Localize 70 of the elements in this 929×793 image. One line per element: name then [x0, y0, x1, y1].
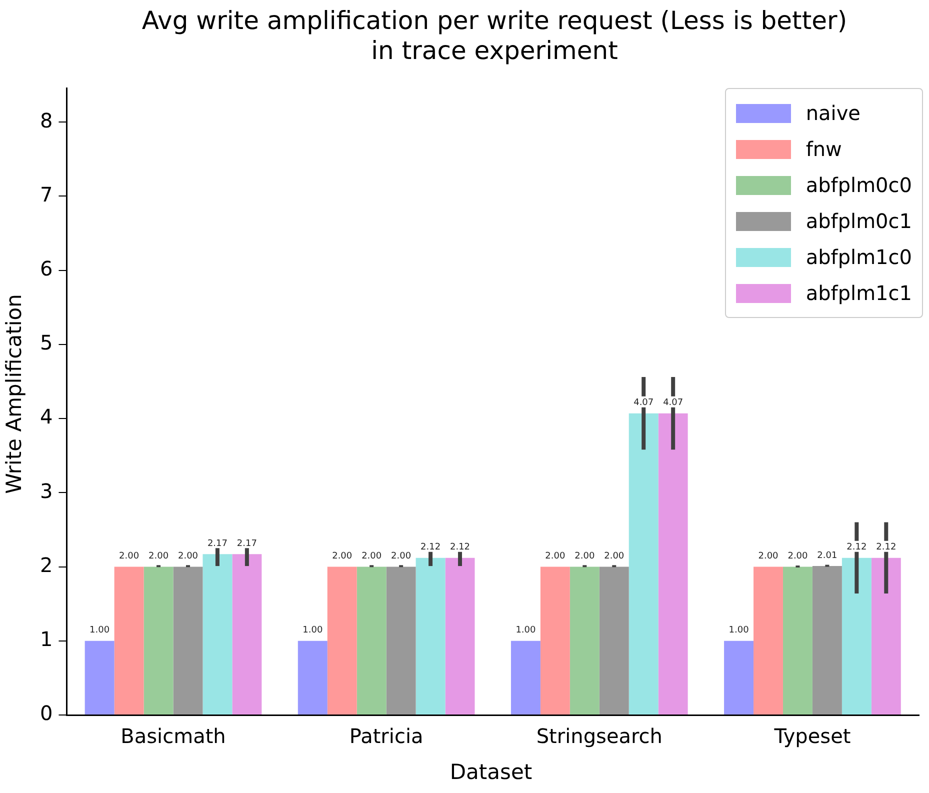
bar: [114, 566, 144, 714]
bar: [782, 566, 812, 714]
data-label: 2.12: [420, 542, 441, 553]
y-tick-label: 3: [40, 478, 53, 503]
data-label: 2.12: [846, 542, 867, 553]
x-axis-title: Dataset: [448, 760, 534, 784]
x-tick-label: Typeset: [773, 724, 851, 748]
data-label: 2.00: [362, 552, 382, 562]
bar: [871, 558, 901, 714]
data-label: 2.00: [119, 552, 140, 562]
legend-label: naive: [806, 101, 860, 125]
bar: [202, 554, 232, 714]
bar: [510, 640, 540, 714]
y-tick-label: 8: [40, 108, 53, 132]
data-label: 2.00: [758, 552, 779, 562]
data-label: 2.00: [788, 552, 808, 562]
data-label: 2.00: [178, 552, 198, 562]
legend-label: abfplm1c0: [806, 245, 912, 269]
bar: [144, 566, 174, 714]
bar: [540, 566, 570, 714]
bar: [445, 558, 475, 714]
data-label: 1.00: [516, 626, 536, 636]
data-label: 2.00: [574, 552, 595, 562]
data-label: 4.07: [634, 398, 654, 408]
y-tick-label: 6: [40, 256, 53, 281]
legend-label: abfplm1c1: [806, 281, 912, 305]
y-axis-title: Write Amplification: [2, 294, 26, 494]
data-label: 1.00: [90, 626, 110, 636]
bar: [599, 566, 629, 714]
bar: [842, 558, 872, 714]
data-label: 2.17: [236, 539, 257, 550]
data-label: 2.17: [207, 539, 228, 550]
bar: [84, 640, 114, 714]
bar: [628, 413, 658, 714]
legend-label: abfplm0c0: [806, 173, 912, 197]
bar: [754, 566, 783, 714]
data-label: 2.00: [545, 552, 566, 562]
bar: [570, 566, 600, 714]
bar: [812, 566, 842, 714]
data-label: 1.00: [728, 626, 750, 636]
data-label: 2.00: [148, 552, 169, 562]
bar: [298, 640, 328, 714]
data-label: 2.12: [450, 542, 470, 553]
legend-label: fnw: [806, 137, 842, 161]
bar: [386, 566, 416, 714]
bar: [724, 640, 754, 714]
y-tick-label: 0: [40, 701, 53, 726]
y-tick-label: 1: [40, 627, 53, 652]
legend-label: abfplm0c1: [806, 209, 912, 233]
bar: [173, 566, 203, 714]
bar: [416, 558, 446, 714]
data-label: 2.12: [876, 542, 896, 553]
y-tick-label: 4: [40, 404, 53, 429]
y-tick-label: 7: [40, 182, 53, 206]
y-tick-label: 2: [40, 552, 53, 577]
chart-title: Avg write amplification per write request (Less is better) in trace experiment: [140, 6, 848, 66]
data-label: 1.00: [302, 626, 323, 636]
bar: [356, 566, 386, 714]
bar: [327, 566, 357, 714]
bar: [232, 554, 262, 714]
data-label: 4.07: [663, 398, 684, 408]
data-label: 2.00: [604, 552, 624, 562]
x-tick-label: Basicmath: [120, 724, 226, 748]
data-label: 2.01: [817, 550, 838, 561]
x-tick-label: Patricia: [349, 724, 424, 748]
x-tick-label: Stringsearch: [536, 724, 662, 748]
data-label: 2.00: [391, 552, 412, 562]
y-tick-label: 5: [40, 330, 53, 355]
data-label: 2.00: [332, 552, 352, 562]
bar: [658, 413, 688, 714]
